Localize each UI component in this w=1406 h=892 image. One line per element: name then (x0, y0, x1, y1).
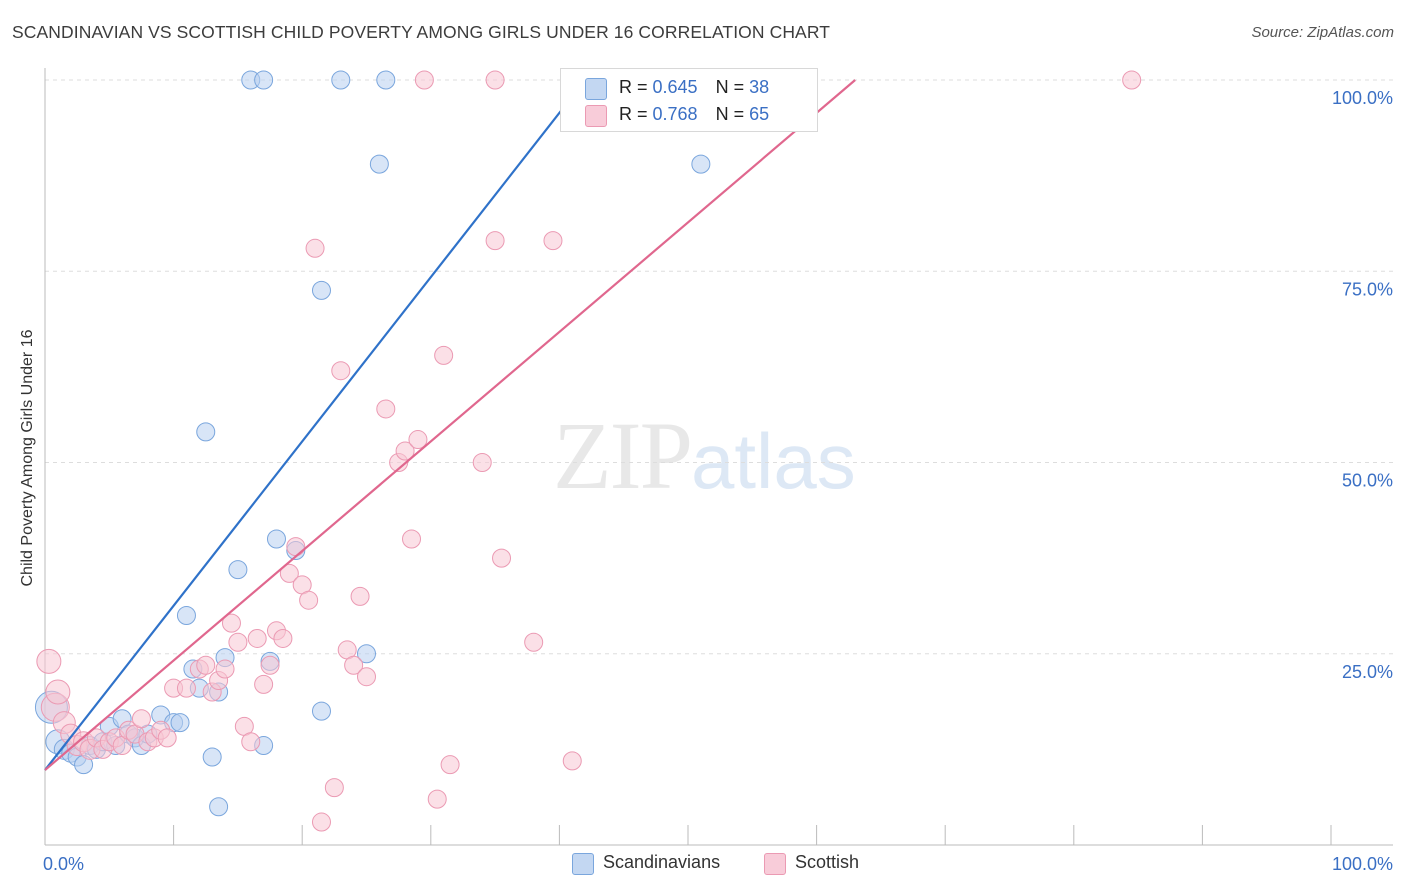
scottish-point (299, 590, 319, 610)
scottish-point (157, 728, 177, 748)
scandinavian-point (254, 70, 274, 90)
scandinavian-point (196, 422, 216, 442)
scottish-point (221, 613, 241, 633)
scandinavian-point (331, 70, 351, 90)
scottish-trend-line (44, 79, 856, 771)
legend-swatch-blue (585, 78, 607, 100)
scottish-point (350, 586, 370, 606)
scottish-point (485, 70, 505, 90)
x-tick-label: 100.0% (1332, 854, 1393, 874)
scottish-point (324, 778, 344, 798)
scandinavian-point (209, 797, 229, 817)
y-tick-label: 25.0% (1342, 662, 1393, 682)
scottish-point (402, 529, 422, 549)
scandinavian-point (376, 70, 396, 90)
scottish-point (196, 655, 216, 675)
y-tick-label: 50.0% (1342, 471, 1393, 491)
scottish-point (331, 361, 351, 381)
scottish-point (260, 655, 280, 675)
scandinavian-point (357, 644, 376, 664)
scottish-point (36, 648, 62, 674)
r-label: R = (619, 104, 653, 124)
scottish-point (254, 674, 274, 694)
legend-label: Scandinavians (603, 852, 721, 872)
scottish-point (176, 678, 196, 698)
y-axis-label: Child Poverty Among Girls Under 16 (19, 329, 36, 587)
stats-legend: R = 0.645 N = 38 R = 0.768 N = 65 (560, 68, 818, 132)
scandinavian-point (311, 280, 331, 300)
scottish-point (131, 709, 151, 729)
scottish-point (344, 655, 364, 675)
scottish-point (305, 238, 325, 258)
scandinavian-point (176, 606, 196, 625)
scottish-point (273, 628, 293, 648)
scottish-point (562, 751, 582, 771)
legend-swatch-pink (585, 105, 607, 127)
legend-text: R = 0.645 N = 38 (619, 77, 769, 98)
scandinavian-trend-line (44, 79, 586, 771)
y-tick-label: 75.0% (1342, 279, 1393, 299)
scottish-point (485, 231, 505, 251)
scottish-point (1122, 70, 1142, 90)
scandinavian-point (266, 529, 286, 549)
scottish-point (492, 548, 512, 568)
watermark-atlas: atlas (691, 417, 856, 505)
scottish-point (279, 563, 299, 583)
chart-title: SCANDINAVIAN VS SCOTTISH CHILD POVERTY A… (12, 22, 831, 42)
watermark: ZIPatlas (553, 400, 856, 511)
n-label: N = (715, 77, 750, 97)
legend-text: R = 0.768 N = 65 (619, 104, 769, 125)
scandinavian-point (202, 747, 222, 767)
scottish-point (241, 732, 261, 752)
scandinavian-point (170, 713, 190, 733)
y-tick-label: 100.0% (1332, 88, 1393, 108)
legend-swatch-pink (764, 853, 786, 875)
scottish-point (228, 632, 248, 652)
scottish-point (414, 70, 434, 90)
scottish-point (357, 667, 376, 687)
scottish-point (45, 679, 71, 705)
scottish-point (247, 628, 267, 648)
legend-label: Scottish (795, 852, 860, 872)
scottish-point (434, 345, 454, 365)
n-value: 38 (749, 77, 770, 97)
r-value: 0.768 (652, 104, 698, 124)
scottish-point (543, 231, 563, 251)
n-label: N = (715, 104, 750, 124)
r-label: R = (619, 77, 653, 97)
n-value: 65 (749, 104, 770, 124)
scandinavian-point (691, 154, 711, 174)
scandinavian-point (369, 154, 389, 174)
legend-swatch-blue (572, 853, 594, 875)
r-value: 0.645 (652, 77, 698, 97)
scottish-point (395, 441, 415, 461)
watermark-zip: ZIP (553, 402, 693, 509)
scottish-point (440, 755, 460, 775)
scandinavian-point (311, 701, 331, 721)
scottish-point (408, 430, 428, 450)
scottish-point (472, 453, 492, 472)
scottish-point (376, 399, 396, 419)
scandinavian-point (228, 560, 248, 580)
source-label: Source: ZipAtlas.com (1251, 24, 1394, 41)
scottish-point (215, 659, 235, 679)
scottish-point (524, 632, 544, 652)
scottish-point (311, 812, 331, 832)
x-tick-label: 0.0% (43, 854, 84, 874)
scottish-point (286, 537, 306, 557)
scottish-point (427, 789, 447, 809)
